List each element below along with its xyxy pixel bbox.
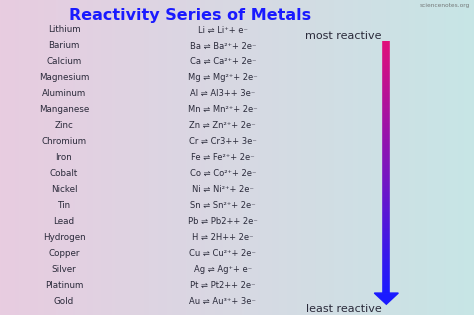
Text: Hydrogen: Hydrogen xyxy=(43,233,85,242)
Text: Co ⇌ Co²⁺+ 2e⁻: Co ⇌ Co²⁺+ 2e⁻ xyxy=(190,169,256,178)
Text: Nickel: Nickel xyxy=(51,185,77,194)
Text: Ni ⇌ Ni²⁺+ 2e⁻: Ni ⇌ Ni²⁺+ 2e⁻ xyxy=(192,185,254,194)
Text: Au ⇌ Au³⁺+ 3e⁻: Au ⇌ Au³⁺+ 3e⁻ xyxy=(189,296,256,306)
Text: most reactive: most reactive xyxy=(305,32,381,41)
Text: Silver: Silver xyxy=(52,265,76,274)
Polygon shape xyxy=(374,293,398,304)
Text: Copper: Copper xyxy=(48,249,80,258)
Text: Tin: Tin xyxy=(57,201,71,210)
Text: Li ⇌ Li⁺+ e⁻: Li ⇌ Li⁺+ e⁻ xyxy=(198,26,248,34)
Text: Ba ⇌ Ba²⁺+ 2e⁻: Ba ⇌ Ba²⁺+ 2e⁻ xyxy=(190,41,256,50)
Text: Manganese: Manganese xyxy=(39,105,89,114)
Text: Mn ⇌ Mn²⁺+ 2e⁻: Mn ⇌ Mn²⁺+ 2e⁻ xyxy=(188,105,257,114)
Text: Platinum: Platinum xyxy=(45,281,83,289)
Text: Cu ⇌ Cu²⁺+ 2e⁻: Cu ⇌ Cu²⁺+ 2e⁻ xyxy=(189,249,256,258)
Text: Ca ⇌ Ca²⁺+ 2e⁻: Ca ⇌ Ca²⁺+ 2e⁻ xyxy=(190,57,256,66)
Text: Cobalt: Cobalt xyxy=(50,169,78,178)
Text: Cr ⇌ Cr3++ 3e⁻: Cr ⇌ Cr3++ 3e⁻ xyxy=(189,137,256,146)
Text: Al ⇌ Al3++ 3e⁻: Al ⇌ Al3++ 3e⁻ xyxy=(190,89,255,98)
Text: Ag ⇌ Ag⁺+ e⁻: Ag ⇌ Ag⁺+ e⁻ xyxy=(194,265,252,274)
Text: H ⇌ 2H++ 2e⁻: H ⇌ 2H++ 2e⁻ xyxy=(192,233,254,242)
Text: sciencenotes.org: sciencenotes.org xyxy=(420,3,470,8)
Text: Mg ⇌ Mg²⁺+ 2e⁻: Mg ⇌ Mg²⁺+ 2e⁻ xyxy=(188,73,257,82)
Text: Fe ⇌ Fe²⁺+ 2e⁻: Fe ⇌ Fe²⁺+ 2e⁻ xyxy=(191,153,255,162)
Text: Chromium: Chromium xyxy=(41,137,87,146)
Text: Zinc: Zinc xyxy=(55,121,73,130)
Text: Lead: Lead xyxy=(54,217,74,226)
Text: Aluminum: Aluminum xyxy=(42,89,86,98)
Text: Lithium: Lithium xyxy=(48,26,80,34)
Text: Magnesium: Magnesium xyxy=(39,73,89,82)
Text: Pb ⇌ Pb2++ 2e⁻: Pb ⇌ Pb2++ 2e⁻ xyxy=(188,217,258,226)
Text: Sn ⇌ Sn²⁺+ 2e⁻: Sn ⇌ Sn²⁺+ 2e⁻ xyxy=(190,201,255,210)
Text: Iron: Iron xyxy=(55,153,73,162)
Text: Zn ⇌ Zn²⁺+ 2e⁻: Zn ⇌ Zn²⁺+ 2e⁻ xyxy=(190,121,256,130)
Text: Reactivity Series of Metals: Reactivity Series of Metals xyxy=(69,8,310,23)
Text: Calcium: Calcium xyxy=(46,57,82,66)
Text: least reactive: least reactive xyxy=(306,304,381,314)
Text: Pt ⇌ Pt2++ 2e⁻: Pt ⇌ Pt2++ 2e⁻ xyxy=(190,281,255,289)
Text: Gold: Gold xyxy=(54,296,74,306)
Text: Barium: Barium xyxy=(48,41,80,50)
